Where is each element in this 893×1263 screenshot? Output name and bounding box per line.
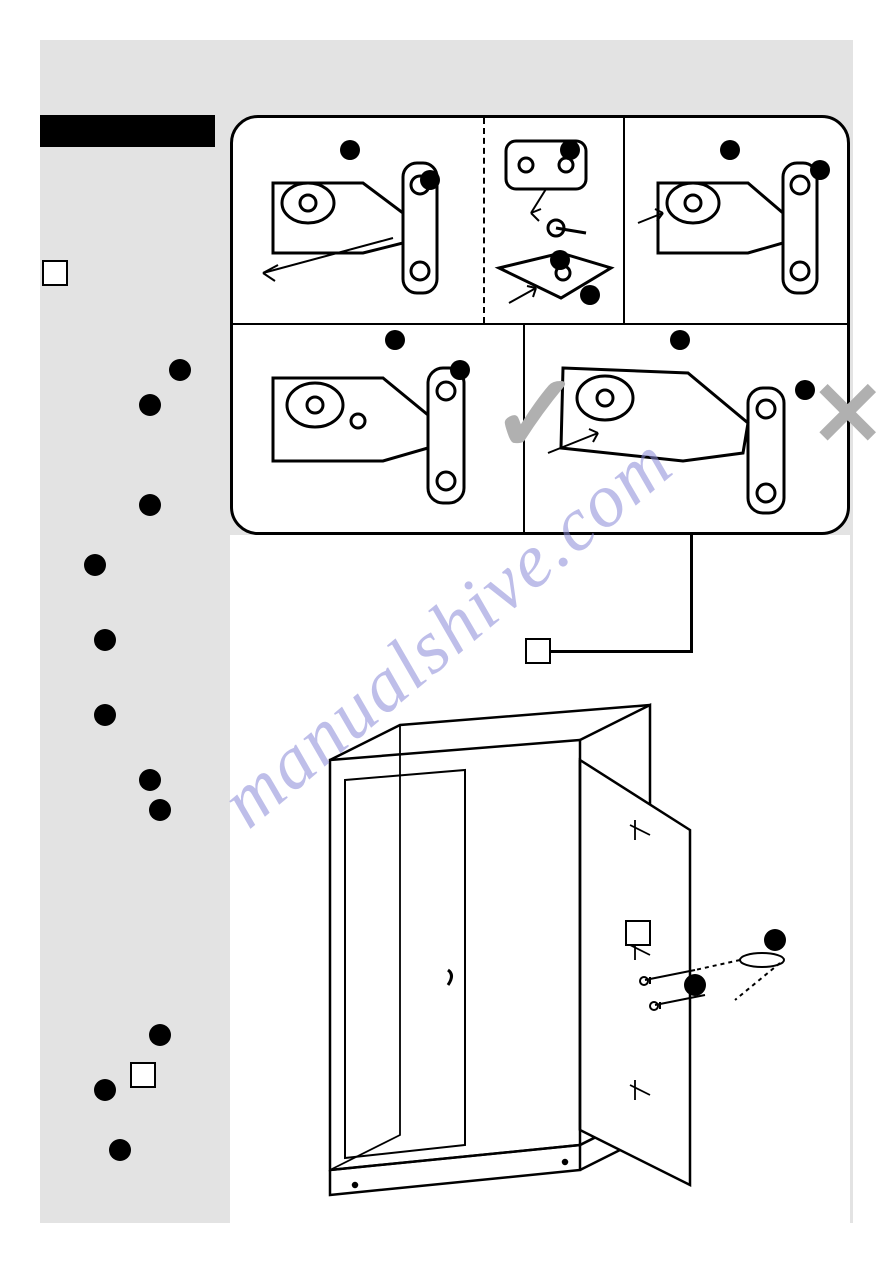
callout-dot [580, 285, 600, 305]
cabinet-illustration [300, 700, 800, 1210]
detail-divider-v1 [623, 118, 625, 323]
callout-dot [94, 1079, 116, 1101]
callout-dot [94, 629, 116, 651]
callout-square [130, 1062, 156, 1088]
hinge-panel-1 [253, 143, 473, 313]
detail-divider-horizontal [233, 323, 847, 325]
callout-dot [139, 394, 161, 416]
hinge-panel-2 [491, 133, 621, 323]
callout-dot [670, 330, 690, 350]
callout-dot [795, 380, 815, 400]
callout-square [42, 260, 68, 286]
detail-divider-dashed [483, 118, 485, 323]
callout-dot [169, 359, 191, 381]
callout-dot [450, 360, 470, 380]
callout-dot [139, 769, 161, 791]
callout-dot [149, 799, 171, 821]
step-header-bar [40, 115, 215, 147]
callout-dot [109, 1139, 131, 1161]
callout-dot [550, 250, 570, 270]
callout-dot [139, 494, 161, 516]
callout-dot [420, 170, 440, 190]
checkmark-icon: ✓ [490, 360, 582, 470]
cross-icon: ✕ [810, 370, 885, 460]
callout-dot [720, 140, 740, 160]
callout-dot [94, 704, 116, 726]
callout-square [525, 638, 551, 664]
callout-dot [764, 929, 786, 951]
hinge-panel-5-wrong [543, 343, 823, 518]
callout-dot [560, 140, 580, 160]
callout-dot [385, 330, 405, 350]
callout-dot [810, 160, 830, 180]
connector-horizontal [540, 650, 693, 653]
callout-dot [84, 554, 106, 576]
callout-square [625, 920, 651, 946]
connector-vertical [690, 535, 693, 652]
callout-dot [340, 140, 360, 160]
callout-dot [684, 974, 706, 996]
callout-dot [149, 1024, 171, 1046]
